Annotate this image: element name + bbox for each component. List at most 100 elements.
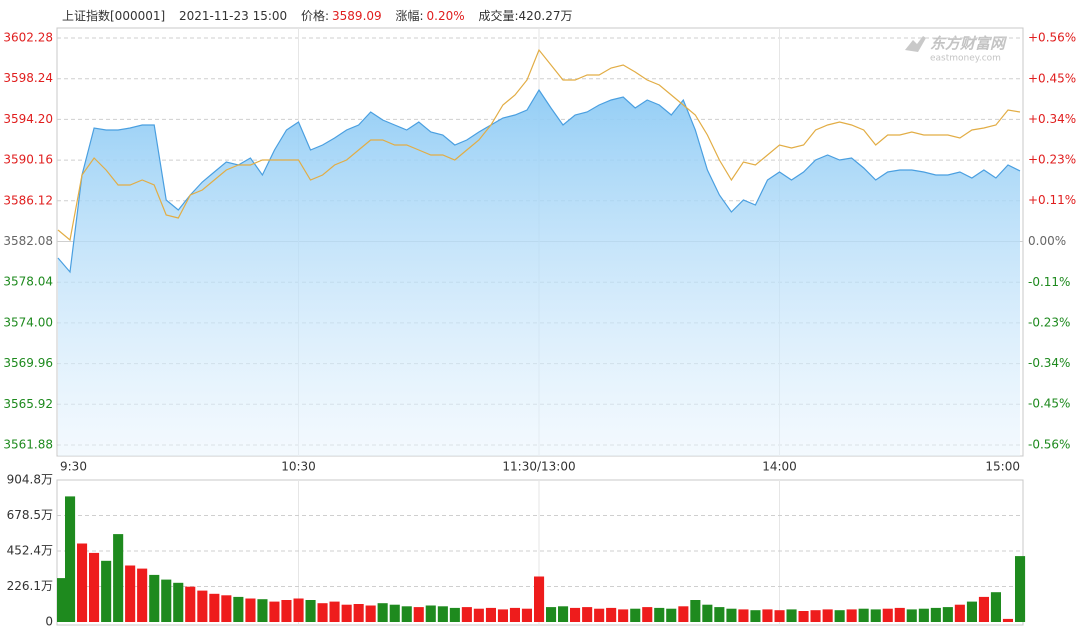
y-tick-label: 3578.04 — [3, 275, 53, 289]
volume-bar — [365, 605, 376, 622]
x-tick-label: 9:30 — [60, 460, 87, 474]
volume-bar — [293, 598, 304, 622]
y2-tick-label: -0.23% — [1028, 316, 1070, 330]
quote-header: 上证指数[000001] 2021-11-23 15:00 价格: 3589.09… — [62, 7, 576, 24]
volume-bar — [702, 604, 713, 622]
volume-bar — [630, 608, 641, 622]
volume-bar — [942, 607, 953, 622]
watermark: 东方财富网 eastmoney.com — [905, 35, 1008, 64]
volume-bar — [990, 592, 1001, 622]
volume-bar — [413, 607, 424, 622]
volume-bar — [1015, 556, 1026, 622]
volume-bar — [786, 609, 797, 622]
y-tick-label: 3561.88 — [3, 438, 53, 452]
volume-bar — [894, 607, 905, 622]
volume-bar — [594, 608, 605, 622]
volume-bar — [618, 609, 629, 622]
y2-tick-label: +0.56% — [1028, 31, 1076, 45]
volume-bar — [882, 608, 893, 622]
volume-bar — [570, 607, 581, 622]
quote-time: 2021-11-23 15:00 — [179, 9, 288, 23]
y2-tick-label: +0.34% — [1028, 112, 1076, 126]
y-tick-label: 3602.28 — [3, 31, 53, 45]
price: 3589.09 — [332, 9, 382, 23]
y2-tick-label: -0.34% — [1028, 356, 1070, 370]
change-label: 涨幅: — [395, 9, 424, 23]
volume-bar — [521, 608, 532, 622]
volume-bar — [233, 596, 244, 622]
volume-bar — [906, 609, 917, 622]
volume-bar — [798, 611, 809, 622]
volume-bar — [582, 607, 593, 622]
volume-bar — [714, 607, 725, 622]
volume-bar — [473, 608, 484, 622]
volume-bar — [834, 610, 845, 622]
volume-bar — [221, 595, 232, 622]
y2-tick-label: -0.45% — [1028, 397, 1070, 411]
volume-bar — [101, 560, 112, 622]
y2-tick-label: +0.45% — [1028, 71, 1076, 85]
y2-tick-label: -0.56% — [1028, 438, 1070, 452]
volume-bar — [930, 607, 941, 622]
volume-bar — [401, 606, 412, 622]
y-tick-label: 3569.96 — [3, 356, 53, 370]
volume-bar — [485, 607, 496, 622]
volume-bar — [65, 496, 76, 622]
volume-bar — [269, 601, 280, 622]
line — [57, 88, 1021, 274]
volume-bar — [209, 593, 220, 622]
volume-bar — [197, 590, 208, 622]
x-tick-label: 10:30 — [281, 460, 316, 474]
y-tick-label: 3582.08 — [3, 234, 53, 248]
volume-bar — [642, 607, 653, 622]
volume-bar — [149, 574, 160, 622]
price-label: 价格: — [300, 9, 330, 23]
volume-bar — [954, 604, 965, 622]
volume-bar — [509, 607, 520, 622]
y-tick-label: 0 — [45, 615, 53, 629]
y-tick-label: 3598.24 — [3, 71, 53, 85]
volume-bar — [534, 576, 545, 622]
area — [58, 90, 1020, 456]
y2-tick-label: 0.00% — [1028, 234, 1066, 248]
watermark-site: eastmoney.com — [930, 54, 1001, 64]
volume-bar — [89, 552, 100, 622]
volume-bar — [57, 578, 68, 622]
volume-bar — [870, 609, 881, 622]
volume-bar — [690, 600, 701, 622]
y-tick-label: 226.1万 — [7, 579, 53, 593]
volume-bar — [858, 608, 869, 622]
volume-bar — [738, 609, 749, 622]
watermark-brand: 东方财富网 — [930, 35, 1008, 53]
volume-bar — [750, 610, 761, 622]
volume-bar — [173, 582, 184, 622]
x-tick-label: 14:00 — [762, 460, 797, 474]
volume-bar — [810, 610, 821, 622]
x-tick-label: 15:00 — [985, 460, 1020, 474]
volume-bar — [257, 599, 268, 622]
volume-bar — [137, 568, 148, 622]
volume-bar — [822, 609, 833, 622]
volume-bar — [678, 606, 689, 622]
volume-bar — [497, 609, 508, 622]
volume-bar — [654, 607, 665, 622]
volume-bar — [389, 604, 400, 622]
y2-tick-label: +0.11% — [1028, 193, 1076, 207]
volume-bar — [377, 603, 388, 622]
y-tick-label: 3586.12 — [3, 193, 53, 207]
line — [57, 48, 1021, 242]
y-tick-label: 3594.20 — [3, 112, 53, 126]
volume-bar — [666, 608, 677, 622]
y-tick-label: 3590.16 — [3, 153, 53, 167]
stock-name: 上证指数[000001] — [62, 9, 166, 23]
volume-bar — [113, 534, 124, 622]
volume-bar — [341, 604, 352, 622]
x-tick-label: 11:30/13:00 — [502, 460, 575, 474]
volume-bar — [305, 600, 316, 622]
volume-bar — [918, 608, 929, 622]
volume-bar — [329, 601, 340, 622]
volume-bar — [606, 607, 617, 622]
volume: 成交量:420.27万 — [478, 9, 573, 23]
